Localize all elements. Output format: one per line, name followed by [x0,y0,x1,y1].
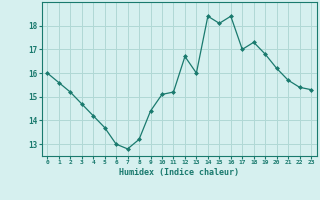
X-axis label: Humidex (Indice chaleur): Humidex (Indice chaleur) [119,168,239,177]
